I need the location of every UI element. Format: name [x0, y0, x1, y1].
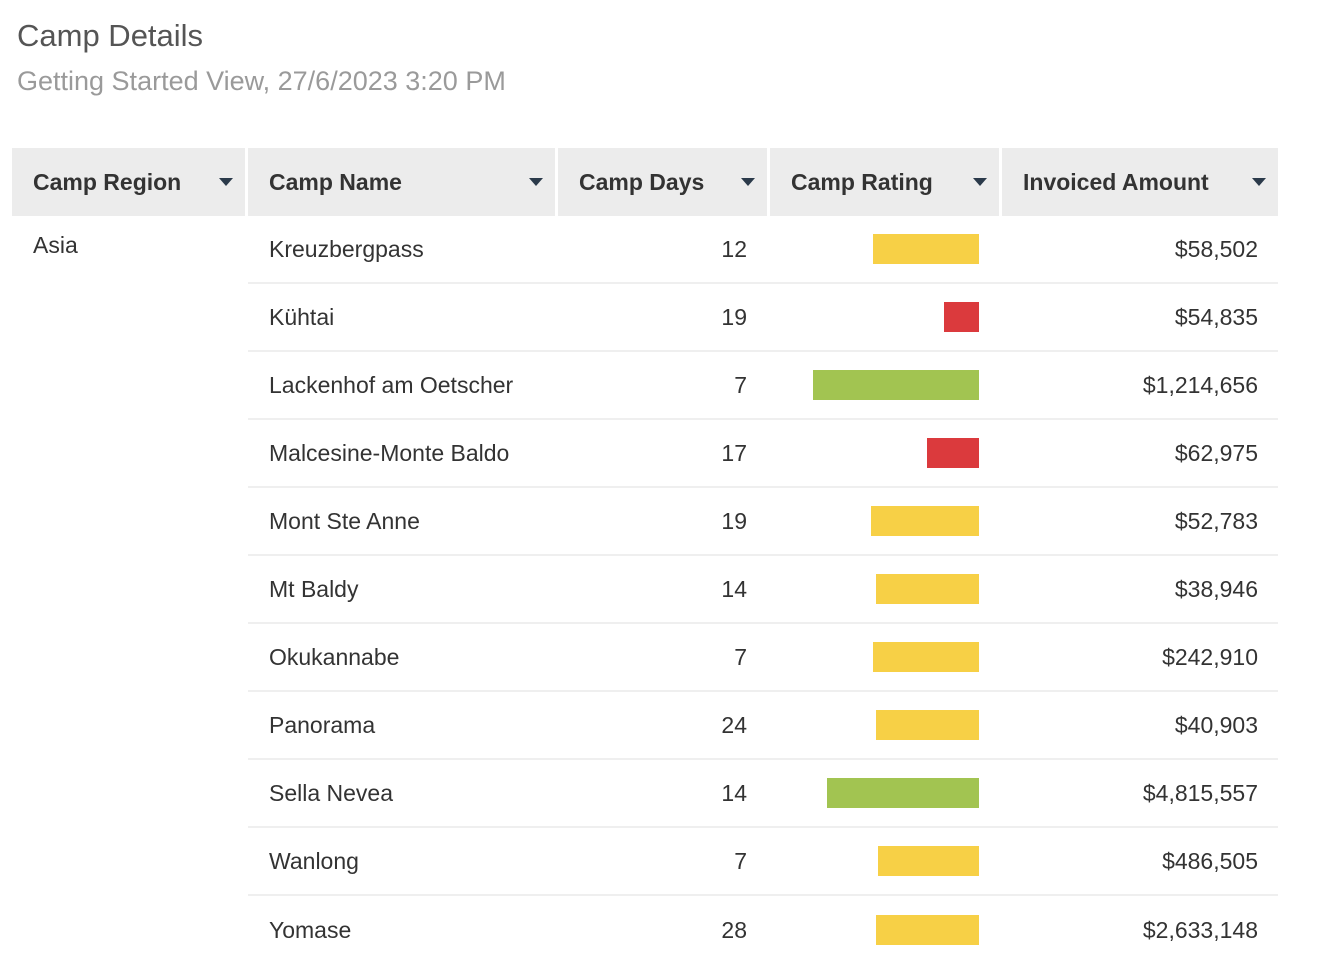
column-header-label: Camp Days [579, 168, 705, 195]
page-subtitle: Getting Started View, 27/6/2023 3:20 PM [17, 66, 506, 96]
caret-down-icon[interactable] [219, 178, 233, 186]
column-header-label: Camp Region [33, 168, 182, 195]
camp-rating-cell [770, 760, 999, 826]
camp-name-cell: Mont Ste Anne [269, 507, 420, 534]
rating-bar [871, 506, 979, 536]
rating-bar [876, 915, 979, 945]
invoiced-amount-cell: $62,975 [1174, 439, 1258, 466]
camp-name-cell: Malcesine-Monte Baldo [269, 439, 510, 466]
camp-days-cell: 19 [721, 303, 747, 330]
table-row[interactable]: Mt Baldy 14 $38,946 [248, 556, 1278, 624]
column-header-camp-rating[interactable]: Camp Rating [770, 148, 999, 216]
rating-bar [878, 846, 979, 876]
camp-rating-cell [770, 828, 999, 894]
camp-rating-cell [770, 624, 999, 690]
camp-days-cell: 7 [734, 371, 747, 398]
column-header-camp-days[interactable]: Camp Days [558, 148, 767, 216]
table-row[interactable]: Kreuzbergpass 12 $58,502 [248, 216, 1278, 284]
camp-days-cell: 17 [721, 439, 747, 466]
camp-days-cell: 12 [721, 235, 747, 262]
camp-name-cell: Panorama [269, 711, 376, 738]
invoiced-amount-cell: $38,946 [1174, 575, 1258, 602]
column-header-label: Camp Name [269, 168, 402, 195]
rating-bar [873, 642, 979, 672]
camp-name-cell: Kreuzbergpass [269, 235, 424, 262]
camp-days-cell: 14 [721, 575, 747, 602]
caret-down-icon[interactable] [741, 178, 755, 186]
page-title: Camp Details [17, 18, 204, 53]
column-header-camp-name[interactable]: Camp Name [248, 148, 555, 216]
invoiced-amount-cell: $486,505 [1162, 847, 1258, 874]
invoiced-amount-cell: $54,835 [1174, 303, 1258, 330]
rating-bar [876, 574, 979, 604]
camp-rating-cell [770, 420, 999, 486]
camp-days-cell: 7 [734, 643, 747, 670]
table-row[interactable]: Wanlong 7 $486,505 [248, 828, 1278, 896]
camp-name-cell: Okukannabe [269, 643, 400, 670]
camp-name-cell: Lackenhof am Oetscher [269, 371, 514, 398]
camp-days-cell: 24 [721, 711, 747, 738]
table-row[interactable]: Malcesine-Monte Baldo 17 $62,975 [248, 420, 1278, 488]
invoiced-amount-cell: $242,910 [1162, 643, 1258, 670]
invoiced-amount-cell: $58,502 [1174, 235, 1258, 262]
region-cell: Asia [33, 232, 78, 258]
camp-rating-cell [770, 352, 999, 418]
camp-days-cell: 19 [721, 507, 747, 534]
rating-bar [876, 710, 979, 740]
rating-bar [813, 370, 979, 400]
camp-name-cell: Sella Nevea [269, 779, 394, 806]
table-row[interactable]: Panorama 24 $40,903 [248, 692, 1278, 760]
camp-details-table: Camp Region Camp Name Camp Days Camp Rat… [12, 148, 1278, 945]
table-row[interactable]: Okukannabe 7 $242,910 [248, 624, 1278, 692]
caret-down-icon[interactable] [529, 178, 543, 186]
camp-name-cell: Yomase [269, 916, 352, 943]
column-header-invoiced-amount[interactable]: Invoiced Amount [1002, 148, 1278, 216]
invoiced-amount-cell: $4,815,557 [1142, 779, 1258, 806]
table-row[interactable]: Yomase 28 $2,633,148 [248, 896, 1278, 962]
camp-rating-cell [770, 284, 999, 350]
invoiced-amount-cell: $1,214,656 [1142, 371, 1258, 398]
rating-bar [873, 234, 979, 264]
invoiced-amount-cell: $2,633,148 [1142, 916, 1258, 943]
rating-bar [944, 302, 979, 332]
caret-down-icon[interactable] [1252, 178, 1266, 186]
camp-rating-cell [770, 216, 999, 282]
camp-name-cell: Kühtai [269, 303, 335, 330]
table-rows: Kreuzbergpass 12 $58,502 Kühtai 19 $54,835 Lac… [248, 216, 1278, 962]
camp-rating-cell [770, 488, 999, 554]
column-header-camp-region[interactable]: Camp Region [12, 148, 245, 216]
camp-days-cell: 14 [721, 779, 747, 806]
table-row[interactable]: Sella Nevea 14 $4,815,557 [248, 760, 1278, 828]
invoiced-amount-cell: $52,783 [1174, 507, 1258, 534]
rating-bar [927, 438, 979, 468]
camp-days-cell: 7 [734, 847, 747, 874]
camp-days-cell: 28 [721, 916, 747, 943]
table-row[interactable]: Mont Ste Anne 19 $52,783 [248, 488, 1278, 556]
table-row[interactable]: Lackenhof am Oetscher 7 $1,214,656 [248, 352, 1278, 420]
camp-rating-cell [770, 692, 999, 758]
camp-name-cell: Mt Baldy [269, 575, 359, 602]
camp-name-cell: Wanlong [269, 847, 359, 874]
caret-down-icon[interactable] [973, 178, 987, 186]
camp-rating-cell [770, 896, 999, 962]
column-header-label: Camp Rating [791, 168, 933, 195]
rating-bar [827, 778, 979, 808]
table-row[interactable]: Kühtai 19 $54,835 [248, 284, 1278, 352]
camp-rating-cell [770, 556, 999, 622]
table-header: Camp Region Camp Name Camp Days Camp Rat… [12, 148, 1278, 216]
invoiced-amount-cell: $40,903 [1174, 711, 1258, 738]
column-header-label: Invoiced Amount [1023, 168, 1209, 195]
